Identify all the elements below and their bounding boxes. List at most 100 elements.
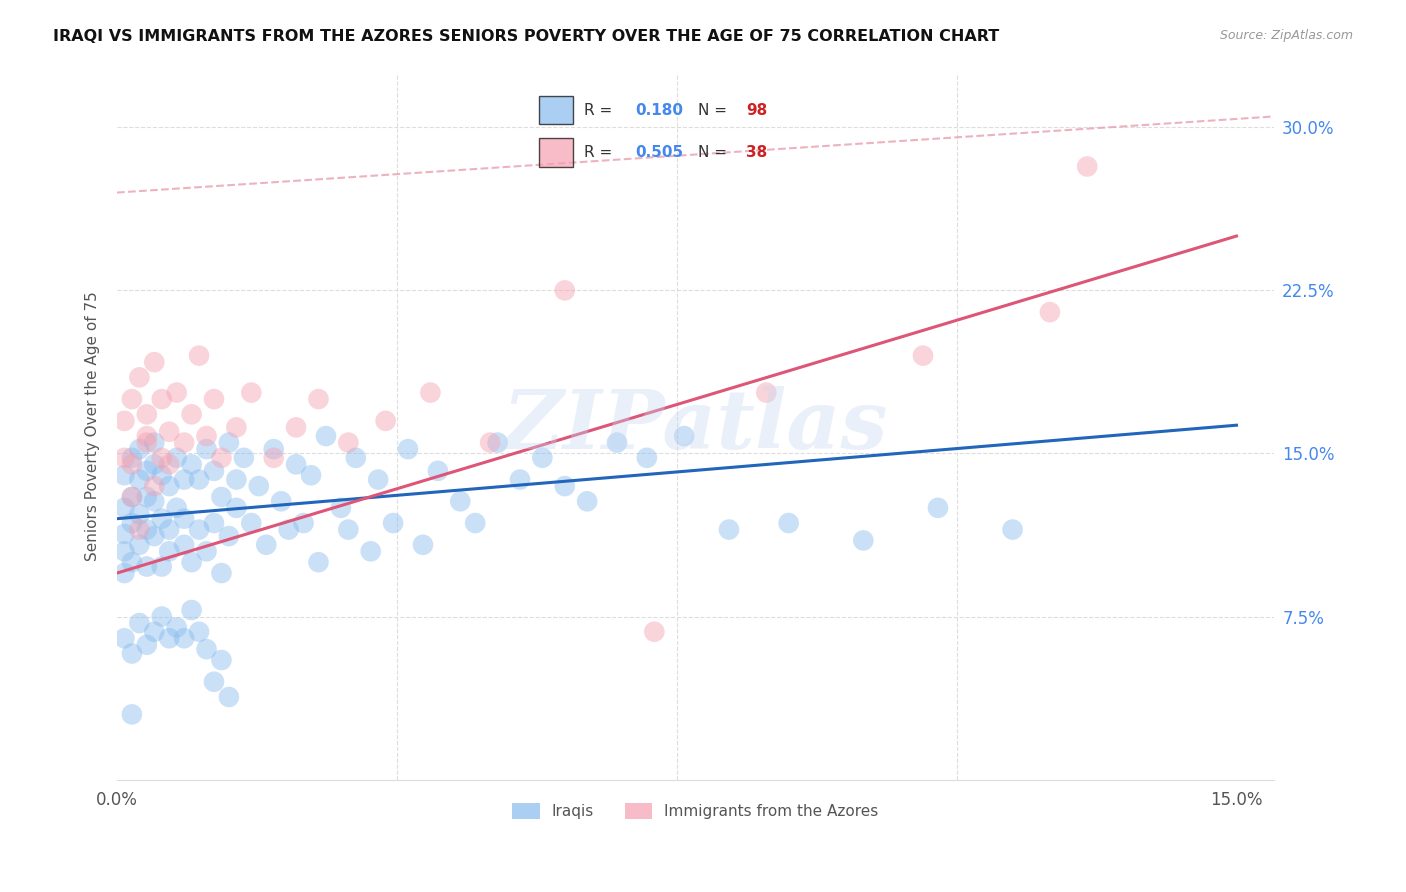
Point [150,609,173,624]
Point [247,479,270,493]
Point [240,516,263,530]
Point [211,450,233,465]
Point [135,435,157,450]
Point [157,632,180,646]
Point [135,429,157,443]
Point [195,442,218,457]
Point [486,435,509,450]
Point [225,500,247,515]
Point [121,647,143,661]
Point [419,385,441,400]
Point [927,500,949,515]
Point [166,385,188,400]
Point [277,523,299,537]
Point [211,653,233,667]
Point [285,458,308,472]
Point [225,420,247,434]
Point [360,544,382,558]
Point [232,450,254,465]
Point [315,429,337,443]
Point [150,559,173,574]
Point [143,479,166,493]
Point [112,544,135,558]
Point [173,632,195,646]
Point [479,435,502,450]
Point [112,632,135,646]
Point [173,511,195,525]
Point [112,527,135,541]
Point [337,435,360,450]
Point [337,523,360,537]
Point [299,468,322,483]
Point [643,624,665,639]
Point [121,490,143,504]
Point [344,450,367,465]
Point [202,464,225,478]
Point [150,392,173,406]
Point [211,490,233,504]
Point [382,516,405,530]
Point [188,624,211,639]
Text: Source: ZipAtlas.com: Source: ZipAtlas.com [1219,29,1353,42]
Point [112,450,135,465]
Point [195,429,218,443]
Text: ZIPatlas: ZIPatlas [502,386,889,467]
Point [367,473,389,487]
Point [135,638,157,652]
Point [128,615,150,630]
Point [143,435,166,450]
Point [150,511,173,525]
Point [166,620,188,634]
Point [308,555,330,569]
Point [576,494,599,508]
Point [173,538,195,552]
Point [128,473,150,487]
Point [166,450,188,465]
Point [218,690,240,704]
Point [195,544,218,558]
Point [143,529,166,543]
Point [755,385,778,400]
Point [135,490,157,504]
Point [150,468,173,483]
Point [128,370,150,384]
Point [128,538,150,552]
Point [157,458,180,472]
Point [112,566,135,580]
Point [157,544,180,558]
Point [135,464,157,478]
Point [135,559,157,574]
Point [1001,523,1024,537]
Point [143,458,166,472]
Point [778,516,800,530]
Point [285,420,308,434]
Point [225,473,247,487]
Point [188,523,211,537]
Point [128,442,150,457]
Point [121,450,143,465]
Point [150,450,173,465]
Point [121,516,143,530]
Point [121,707,143,722]
Point [121,490,143,504]
Point [531,450,554,465]
Point [202,516,225,530]
Point [636,450,658,465]
Point [717,523,740,537]
Point [218,529,240,543]
Point [188,473,211,487]
Point [157,523,180,537]
Point [254,538,277,552]
Point [143,494,166,508]
Point [202,392,225,406]
Point [157,425,180,439]
Point [911,349,934,363]
Point [554,479,576,493]
Point [143,355,166,369]
Point [112,500,135,515]
Point [412,538,434,552]
Point [554,284,576,298]
Point [180,408,202,422]
Point [121,392,143,406]
Point [135,523,157,537]
